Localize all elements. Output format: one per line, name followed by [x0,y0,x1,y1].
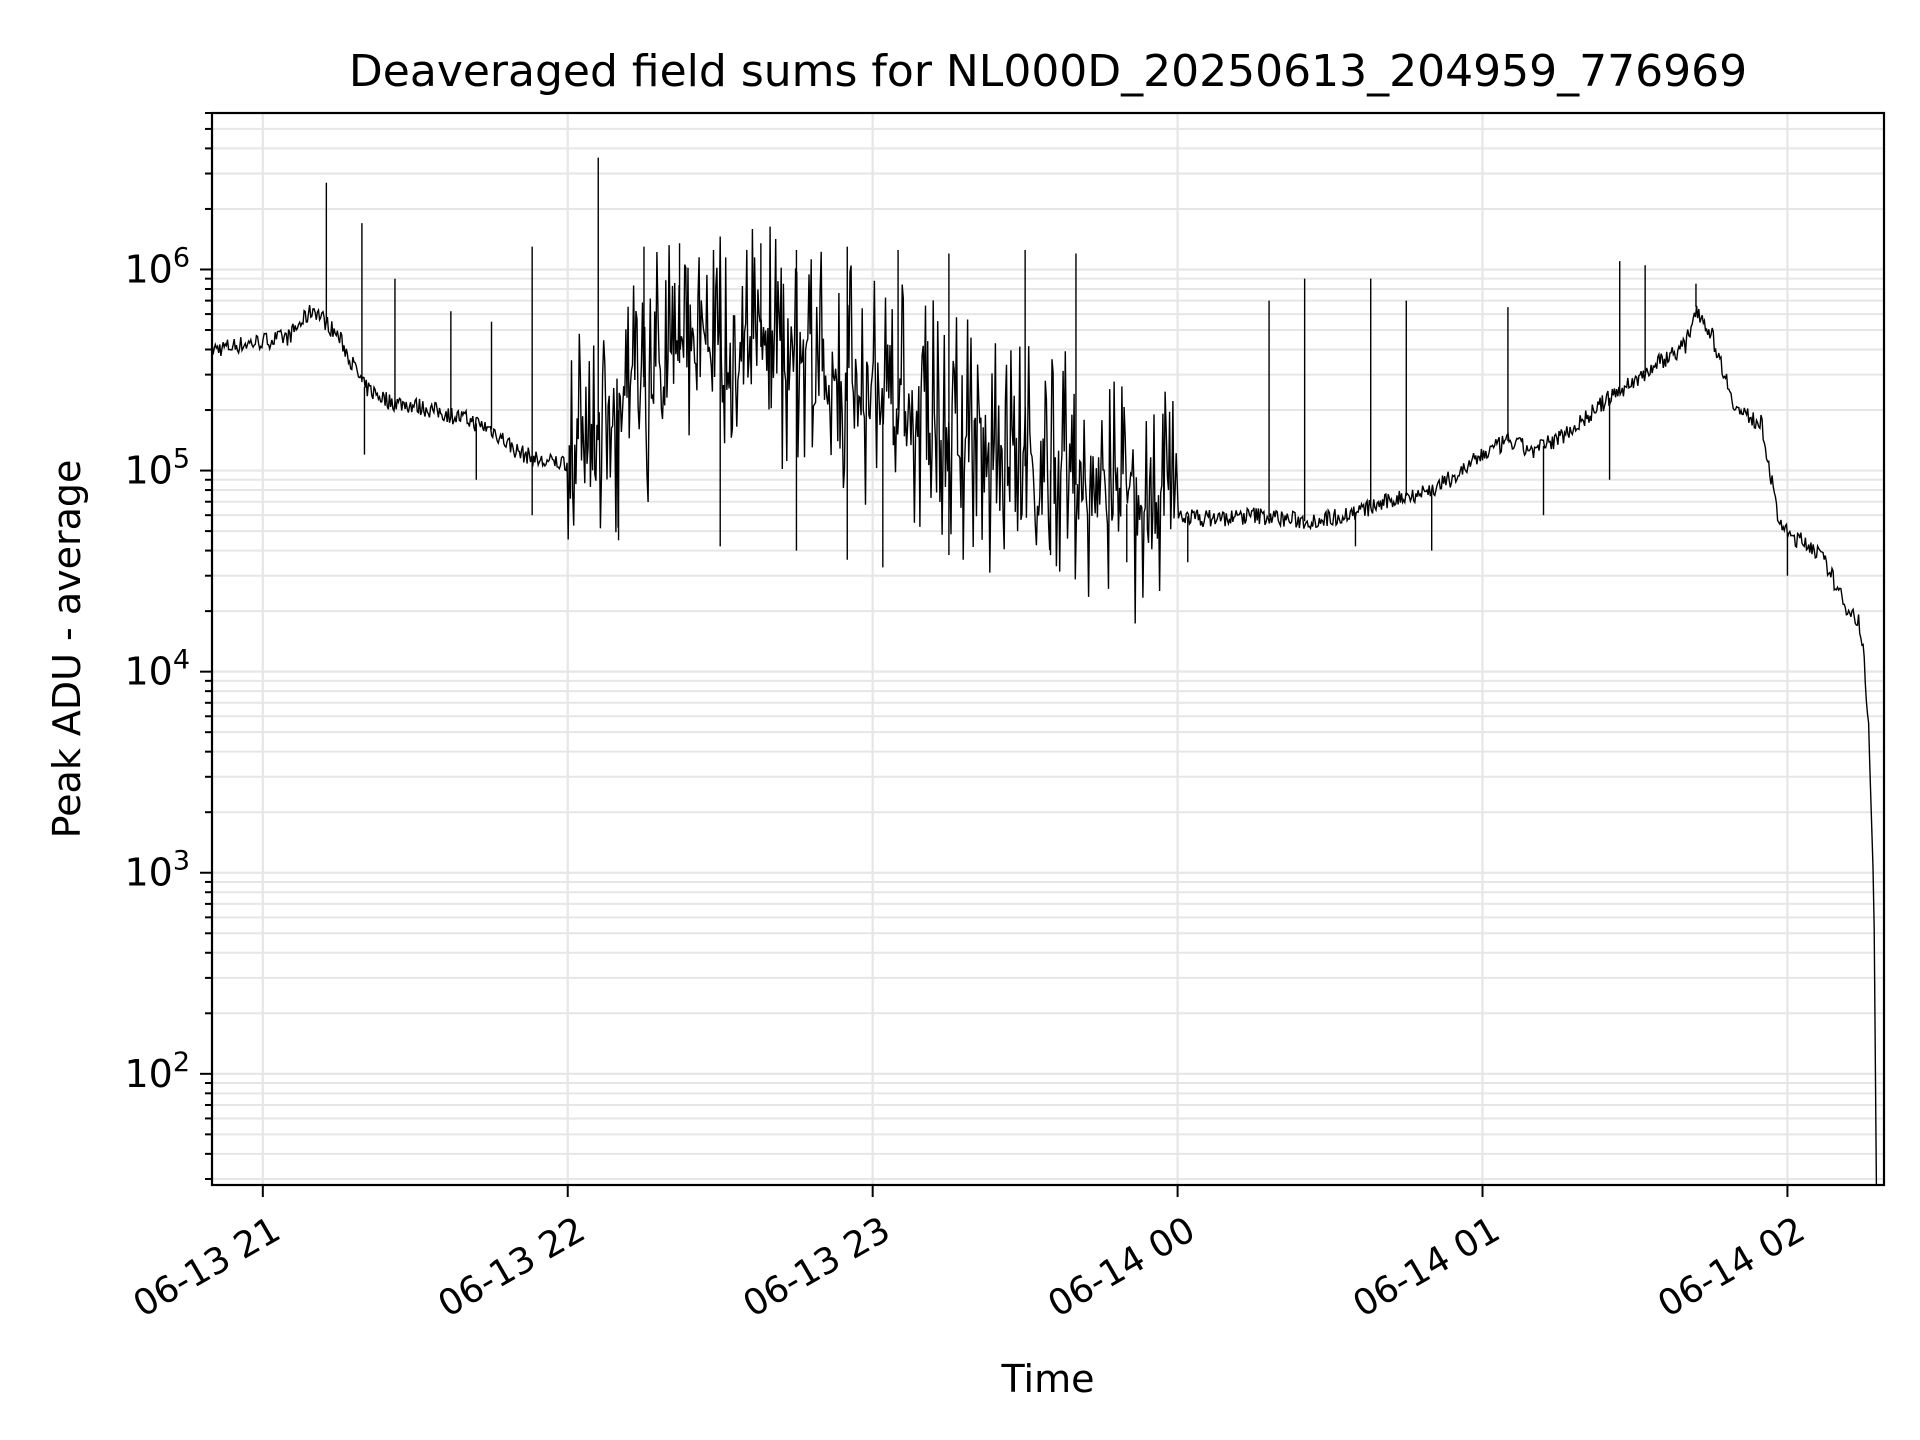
y-axis-label: Peak ADU - average [45,460,89,839]
grid [212,112,1884,1185]
plot-frame [210,111,1886,1187]
y-tick-label: 104 [124,645,190,694]
data-series [211,157,1878,1186]
y-axis: 102 103 104 105 106 [124,112,212,1180]
y-tick-label: 102 [124,1047,190,1096]
series-line [211,226,1878,1186]
y-tick-label: 106 [124,242,190,291]
x-axis-label: Time [1001,1357,1095,1401]
y-tick-label: 103 [124,846,190,895]
chart-title: Deaveraged field sums for NL000D_2025061… [349,46,1747,97]
y-tick-label: 105 [124,444,190,493]
